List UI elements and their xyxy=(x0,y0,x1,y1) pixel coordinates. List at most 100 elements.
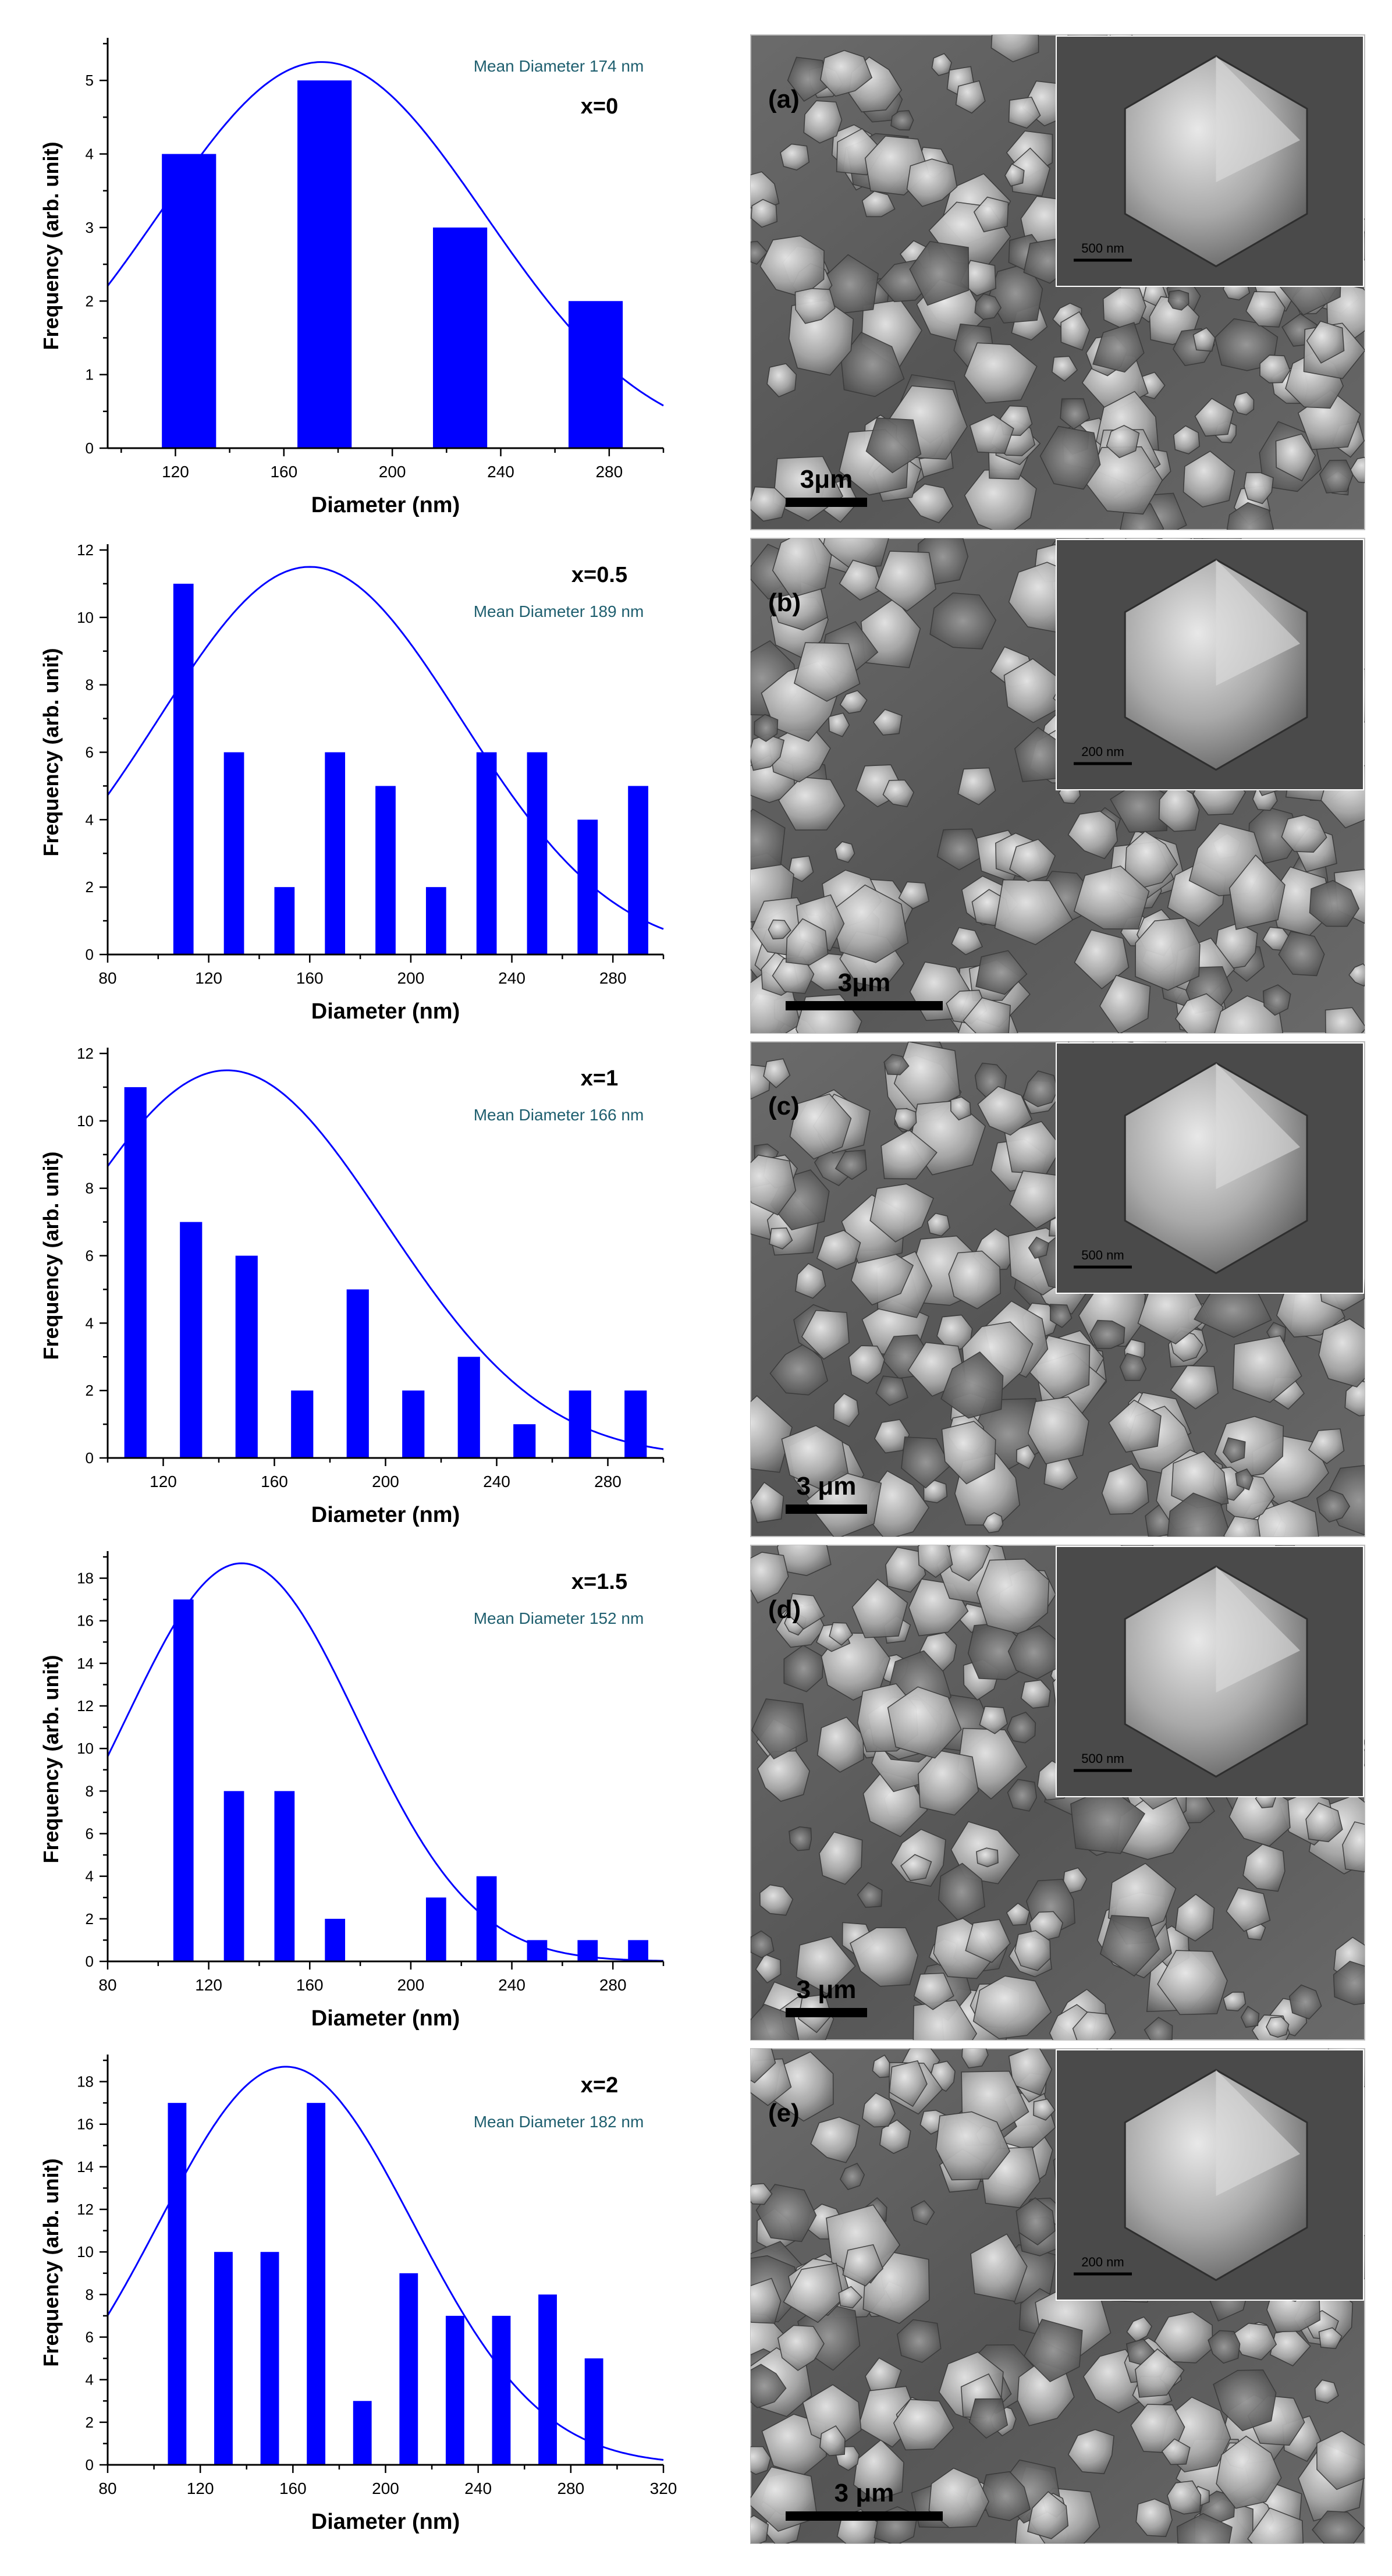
series-label: x=1.5 xyxy=(571,1570,627,1594)
series-label: x=0 xyxy=(581,94,618,119)
y-tick-label: 14 xyxy=(77,2158,94,2176)
y-tick-label: 4 xyxy=(86,811,94,828)
bar xyxy=(291,1390,314,1458)
x-tick-label: 280 xyxy=(595,463,623,481)
y-tick-label: 8 xyxy=(86,2286,94,2303)
x-axis-label: Diameter (nm) xyxy=(311,1503,460,1527)
y-tick-label: 12 xyxy=(77,2201,94,2218)
mean-diameter-annotation: Mean Diameter 166 nm xyxy=(474,1106,644,1124)
x-axis-label: Diameter (nm) xyxy=(311,493,460,517)
bar xyxy=(375,786,396,955)
y-tick-label: 10 xyxy=(77,2243,94,2261)
bar xyxy=(569,1390,591,1458)
inset-scale-label: 500 nm xyxy=(1081,1751,1124,1766)
y-tick-label: 6 xyxy=(86,1825,94,1843)
y-tick-label: 18 xyxy=(77,2073,94,2091)
y-tick-label: 16 xyxy=(77,2116,94,2133)
bar xyxy=(274,887,295,955)
y-tick-label: 10 xyxy=(77,609,94,626)
series-label: x=0.5 xyxy=(571,563,627,587)
x-tick-label: 80 xyxy=(98,1976,116,1994)
y-tick-label: 14 xyxy=(77,1655,94,1672)
x-tick-label: 240 xyxy=(483,1472,510,1491)
scale-bar xyxy=(786,2008,867,2017)
bar xyxy=(223,1791,244,1961)
inset-crystal-facet xyxy=(1216,1063,1301,1190)
sem-image: 200 nm (b) 3μm xyxy=(750,538,1365,1034)
fit-curve xyxy=(106,2066,664,2461)
bar xyxy=(527,752,548,955)
bar xyxy=(433,227,488,448)
chart-x05: 80 120 160 200 240 280 0 2 4 6 8 10 12 Diameter (nm) F… xyxy=(39,541,665,1024)
bar xyxy=(124,1087,147,1458)
fit-curve xyxy=(106,61,664,407)
scale-bar-label: 3μm xyxy=(838,968,891,997)
bar xyxy=(297,80,352,448)
panel-label: (b) xyxy=(768,588,801,617)
y-tick-label: 4 xyxy=(86,2371,94,2389)
x-tick-label: 80 xyxy=(98,969,116,987)
x-tick-label: 200 xyxy=(379,463,406,481)
y-tick-label: 8 xyxy=(86,1180,94,1197)
bar xyxy=(445,2315,464,2465)
chart-x1: 120 160 200 240 280 0 2 4 6 8 10 12 Diameter (nm) Fre… xyxy=(39,1045,665,1527)
fit-curve xyxy=(106,566,664,930)
scale-bar xyxy=(786,498,867,507)
x-tick-label: 120 xyxy=(187,2479,214,2497)
inset-crystal-facet xyxy=(1216,1566,1301,1693)
panel-label: (a) xyxy=(768,85,800,113)
fit-curve xyxy=(106,1562,664,1962)
bar xyxy=(425,1897,446,1961)
bar xyxy=(577,819,598,955)
bar xyxy=(223,752,244,955)
bar xyxy=(492,2315,511,2465)
x-tick-label: 280 xyxy=(599,1976,627,1994)
x-tick-label: 200 xyxy=(372,2479,399,2497)
x-tick-label: 320 xyxy=(650,2479,677,2497)
series-label: x=1 xyxy=(581,1066,618,1091)
y-tick-label: 6 xyxy=(86,2329,94,2346)
x-tick-label: 280 xyxy=(599,969,627,987)
x-tick-label: 200 xyxy=(372,1472,399,1491)
y-tick-label: 0 xyxy=(86,1953,94,1970)
bar xyxy=(568,301,623,448)
bar xyxy=(173,1599,194,1961)
scale-bar xyxy=(786,2511,943,2521)
x-tick-label: 160 xyxy=(296,969,324,987)
bar xyxy=(402,1390,425,1458)
y-tick-label: 8 xyxy=(86,676,94,694)
y-tick-label: 18 xyxy=(77,1570,94,1587)
x-tick-label: 200 xyxy=(397,1976,425,1994)
y-axis-label: Frequency (arb. unit) xyxy=(39,2158,63,2366)
y-tick-label: 6 xyxy=(86,744,94,761)
y-tick-label: 1 xyxy=(86,366,94,384)
y-tick-label: 0 xyxy=(86,439,94,457)
bar xyxy=(346,1289,369,1458)
panel-label: (e) xyxy=(768,2099,800,2127)
scale-bar-label: 3 μm xyxy=(797,1975,857,2004)
sem-image: 500 nm (a) 3μm xyxy=(750,34,1365,530)
scale-bar xyxy=(786,1001,943,1010)
bar xyxy=(325,752,346,955)
x-tick-label: 280 xyxy=(594,1472,622,1491)
bar xyxy=(260,2252,279,2465)
y-tick-label: 8 xyxy=(86,1782,94,1800)
x-tick-label: 240 xyxy=(464,2479,492,2497)
inset-scale-label: 200 nm xyxy=(1081,2255,1124,2269)
inset-crystal-facet xyxy=(1216,56,1301,183)
bar xyxy=(235,1255,258,1458)
bar xyxy=(538,2294,557,2465)
y-tick-label: 10 xyxy=(77,1740,94,1757)
bar xyxy=(628,786,648,955)
y-tick-label: 10 xyxy=(77,1112,94,1130)
x-tick-label: 240 xyxy=(498,1976,525,1994)
x-axis-label: Diameter (nm) xyxy=(311,2510,460,2534)
y-tick-label: 12 xyxy=(77,1697,94,1715)
bar xyxy=(399,2273,418,2465)
inset-scale-label: 500 nm xyxy=(1081,241,1124,256)
x-tick-label: 280 xyxy=(557,2479,584,2497)
y-axis-label: Frequency (arb. unit) xyxy=(39,648,63,856)
y-axis-label: Frequency (arb. unit) xyxy=(39,1151,63,1360)
x-tick-label: 200 xyxy=(397,969,425,987)
